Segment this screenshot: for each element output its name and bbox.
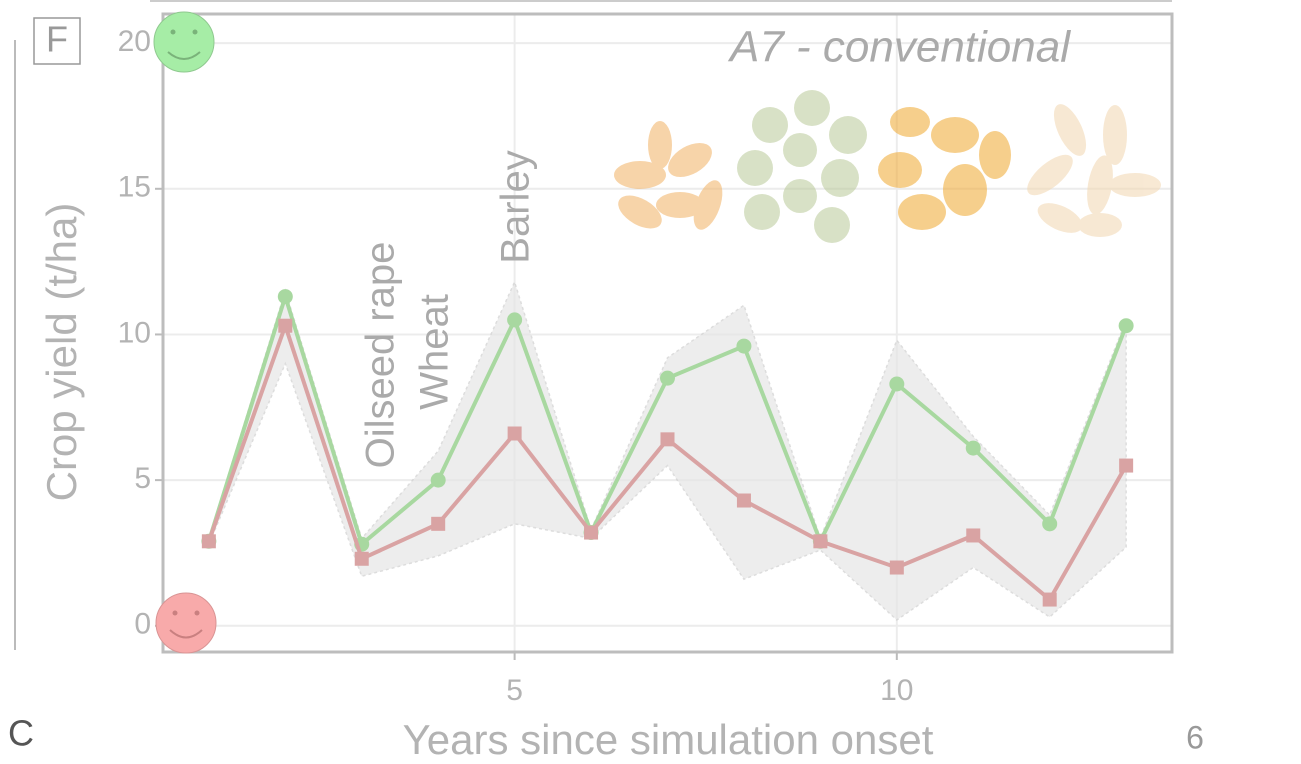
x-tick-label: 10 bbox=[880, 674, 913, 707]
point bbox=[430, 472, 446, 488]
y-tick-label: 20 bbox=[118, 25, 151, 58]
point bbox=[354, 551, 369, 566]
crop-label: Wheat bbox=[413, 294, 457, 410]
y-tick-label: 5 bbox=[134, 462, 151, 495]
point bbox=[736, 493, 751, 508]
point bbox=[201, 534, 216, 549]
y-tick-label: 15 bbox=[118, 171, 151, 204]
grain-images bbox=[614, 90, 1161, 243]
point bbox=[1118, 318, 1134, 334]
uncertainty-band bbox=[208, 279, 1127, 621]
point bbox=[278, 318, 293, 333]
panel-label: F bbox=[46, 19, 68, 60]
point bbox=[584, 525, 599, 540]
point bbox=[889, 560, 904, 575]
crop-label: Barley bbox=[494, 150, 538, 263]
point bbox=[660, 370, 675, 386]
page-fragment: 6 bbox=[1186, 719, 1204, 755]
point bbox=[965, 440, 981, 456]
y-axis-title: Crop yield (t/ha) bbox=[38, 203, 85, 502]
point bbox=[1042, 516, 1058, 532]
point bbox=[736, 338, 752, 354]
point bbox=[889, 376, 905, 392]
smiley-happy bbox=[153, 11, 215, 73]
point bbox=[1119, 458, 1134, 473]
point bbox=[1042, 592, 1057, 607]
plot-frame bbox=[161, 12, 1174, 654]
x-tick-label: 5 bbox=[506, 674, 523, 707]
point bbox=[966, 528, 981, 543]
point bbox=[813, 534, 828, 549]
smiley-sad bbox=[155, 592, 217, 654]
x-axis-title: Years since simulation onset bbox=[403, 716, 934, 763]
plot-area: 0 5 10 15 20 5 10 bbox=[118, 12, 1174, 707]
point bbox=[507, 312, 523, 328]
panel-box bbox=[33, 17, 81, 65]
point bbox=[431, 516, 446, 531]
crop-label: Oilseed rape bbox=[359, 242, 403, 469]
y-tick-label: 0 bbox=[134, 608, 151, 641]
chart-title: A7 - conventional bbox=[727, 23, 1071, 72]
y-tick-label: 10 bbox=[118, 316, 151, 349]
point bbox=[660, 432, 675, 447]
point bbox=[277, 289, 293, 305]
point bbox=[507, 426, 522, 441]
page-fragment: C bbox=[8, 713, 34, 754]
